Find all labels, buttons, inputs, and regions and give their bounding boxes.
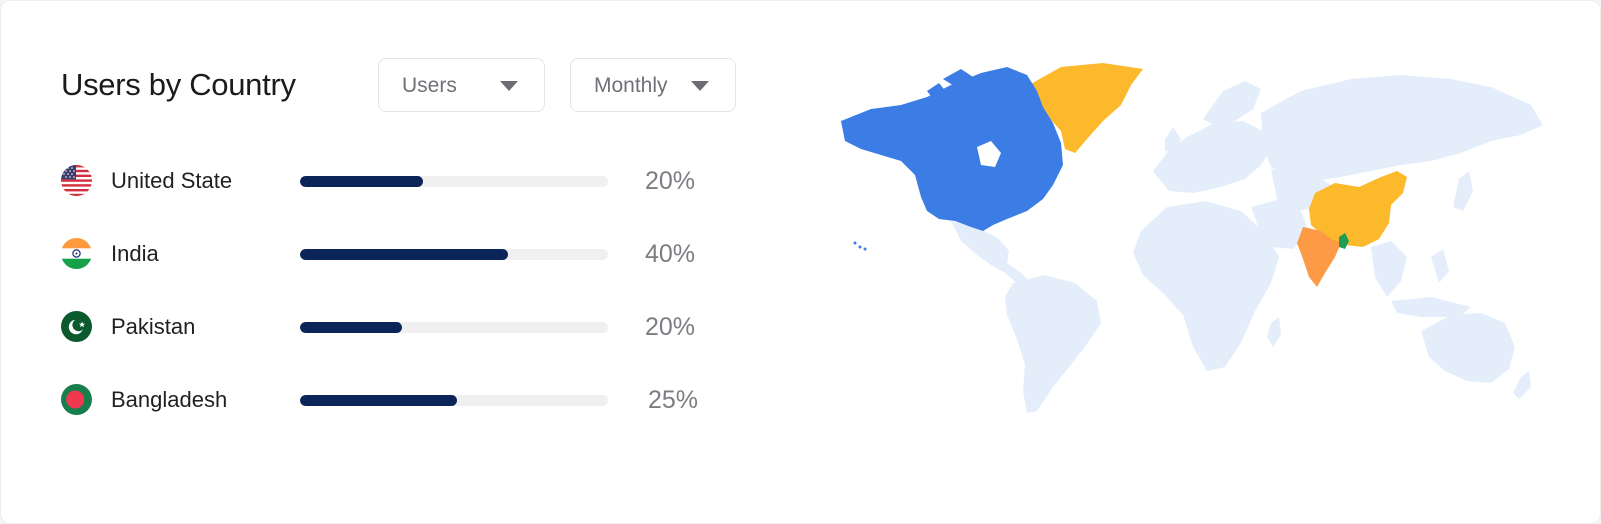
country-name: India xyxy=(111,241,159,266)
progress-track xyxy=(300,249,608,260)
map-region-china xyxy=(1309,171,1407,247)
country-percent: 25% xyxy=(648,386,699,414)
country-row-united-states: United State 20% xyxy=(61,161,721,201)
map-region-greenland xyxy=(1029,63,1143,153)
widget-title: Users by Country xyxy=(61,67,296,102)
country-name: United State xyxy=(111,168,233,193)
map-region-central-america xyxy=(951,221,1031,285)
period-dropdown[interactable]: Monthly xyxy=(570,58,736,112)
country-percent: 20% xyxy=(645,167,696,195)
pakistan-flag-icon xyxy=(61,311,92,342)
map-region-russia xyxy=(1261,75,1543,181)
us-flag-icon xyxy=(61,165,92,196)
progress-fill xyxy=(300,395,457,406)
progress-fill xyxy=(300,249,508,260)
map-region-india xyxy=(1297,227,1341,287)
country-name: Bangladesh xyxy=(111,387,228,412)
bangladesh-flag-icon xyxy=(61,384,92,415)
map-region-southeast-asia xyxy=(1371,241,1407,297)
metric-dropdown-value: Users xyxy=(402,74,457,97)
period-dropdown-value: Monthly xyxy=(594,74,668,97)
map-base-land xyxy=(951,75,1543,413)
country-row-bangladesh: Bangladesh 25% xyxy=(61,380,721,420)
map-region-africa xyxy=(1133,201,1279,371)
country-row-india: India 40% xyxy=(61,234,721,274)
country-row-pakistan: Pakistan 20% xyxy=(61,307,721,347)
country-percent: 40% xyxy=(645,240,696,268)
caret-down-icon xyxy=(691,81,709,91)
progress-fill xyxy=(300,176,423,187)
map-region-north-america xyxy=(841,67,1063,231)
map-region-middle-east xyxy=(1251,199,1309,249)
map-region-south-america xyxy=(1005,275,1101,413)
progress-track xyxy=(300,176,608,187)
caret-down-icon xyxy=(500,81,518,91)
metric-dropdown[interactable]: Users xyxy=(378,58,545,112)
country-percent: 20% xyxy=(645,313,696,341)
india-flag-icon xyxy=(61,238,92,269)
map-region-scandinavia xyxy=(1203,81,1261,127)
progress-track xyxy=(300,322,608,333)
progress-track xyxy=(300,395,608,406)
country-name: Pakistan xyxy=(111,314,196,339)
map-region-bangladesh xyxy=(1339,233,1349,249)
progress-fill xyxy=(300,322,402,333)
world-map xyxy=(841,63,1543,413)
map-region-europe xyxy=(1153,121,1271,193)
map-region-australia xyxy=(1421,313,1515,383)
